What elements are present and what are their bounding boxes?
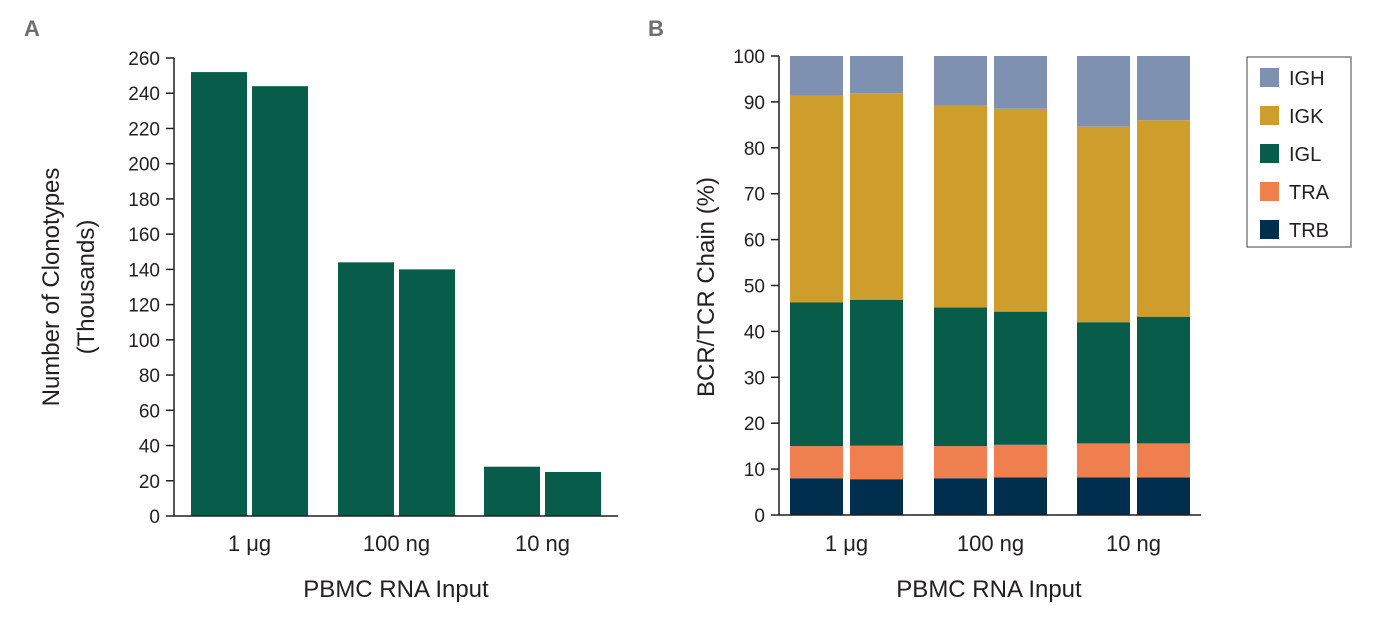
panel-b-y-tick-label: 30	[744, 368, 765, 389]
panel-b-x-title: PBMC RNA Input	[896, 576, 1082, 603]
legend-label-igl: IGL	[1289, 144, 1321, 166]
panel-b-segment-igl	[790, 302, 843, 447]
panel-a-x-tick-label: 100 ng	[363, 531, 430, 556]
panel-b-y-tick-label: 80	[744, 139, 765, 160]
panel-b-letter: B	[648, 16, 664, 41]
legend-swatch-tra	[1260, 182, 1279, 201]
panel-a-bar	[484, 466, 540, 516]
panel-b-segment-igl	[934, 307, 987, 447]
panel-b-segment-igl	[994, 311, 1047, 445]
legend-swatch-trb	[1260, 220, 1279, 239]
panel-b-segment-igh	[1137, 56, 1190, 121]
panel-b-segment-igh	[1077, 56, 1130, 127]
panel-a-x-ticks: 1 μg 100 ng 10 ng	[228, 531, 570, 556]
panel-a-y-ticks: 0 20 40 60 80 100 120 140 160 180 200 220 240 260	[128, 49, 174, 528]
panel-b-segment-igk	[850, 93, 903, 300]
panel-b-x-tick-label: 10 ng	[1106, 531, 1161, 556]
panel-a: A 0 20 40 60 80 100 120 140 160 180 200 220 240 260 1…	[24, 16, 618, 603]
panel-b-y-tick-label: 90	[744, 93, 765, 114]
panel-b-segment-igh	[994, 56, 1047, 109]
panel-b-segment-igk	[1137, 120, 1190, 317]
panel-b-y-tick-label: 100	[733, 47, 765, 68]
panel-b-y-tick-label: 40	[744, 322, 765, 343]
legend-label-igk: IGK	[1289, 106, 1324, 128]
panel-a-y-tick-label: 180	[128, 190, 160, 211]
panel-b-segment-igk	[790, 95, 843, 303]
panel-a-bar	[338, 262, 394, 516]
panel-b-segment-trb	[1137, 477, 1190, 515]
panel-a-y-tick-label: 160	[128, 225, 160, 246]
panel-a-bars	[191, 72, 601, 516]
panel-b-segment-igh	[934, 56, 987, 106]
legend-swatch-igl	[1260, 144, 1279, 163]
panel-b: B 0 10 20 30 40 50 60 70 80 90 100 1 μg 100 ng 10 ng…	[648, 16, 1352, 603]
panel-a-y-tick-label: 20	[139, 472, 160, 493]
panel-b-segment-igh	[850, 56, 903, 94]
panel-b-segment-trb	[1077, 477, 1130, 515]
panel-b-bars	[790, 56, 1190, 515]
panel-b-x-tick-label: 100 ng	[957, 531, 1024, 556]
panel-b-segment-tra	[1137, 443, 1190, 478]
panel-b-y-tick-label: 60	[744, 231, 765, 252]
panel-a-y-title-line1: Number of Clonotypes	[38, 168, 65, 407]
panel-b-segment-trb	[934, 478, 987, 515]
panel-a-y-title-line2: (Thousands)	[73, 220, 100, 355]
panel-a-y-tick-label: 140	[128, 260, 160, 281]
panel-a-y-tick-label: 220	[128, 119, 160, 140]
panel-a-x-title: PBMC RNA Input	[303, 576, 489, 603]
legend: IGH IGK IGL TRA TRB	[1246, 56, 1352, 248]
panel-a-y-tick-label: 200	[128, 155, 160, 176]
panel-a-y-tick-label: 120	[128, 296, 160, 317]
panel-a-y-tick-label: 80	[139, 366, 160, 387]
panel-a-bar	[545, 471, 601, 516]
panel-b-y-tick-label: 70	[744, 185, 765, 206]
legend-items: IGH IGK IGL TRA TRB	[1260, 68, 1330, 242]
panel-b-y-ticks: 0 10 20 30 40 50 60 70 80 90 100	[733, 47, 779, 527]
panel-a-y-tick-label: 40	[139, 437, 160, 458]
panel-b-segment-trb	[994, 477, 1047, 515]
panel-b-y-tick-label: 0	[754, 506, 765, 527]
panel-b-y-title: BCR/TCR Chain (%)	[693, 177, 720, 397]
panel-b-segment-igl	[1137, 316, 1190, 444]
panel-b-segment-tra	[934, 446, 987, 479]
legend-label-tra: TRA	[1289, 182, 1330, 204]
panel-a-bar	[399, 269, 455, 516]
panel-b-segment-igl	[850, 299, 903, 446]
panel-a-bar	[191, 72, 247, 516]
panel-a-x-tick-label: 1 μg	[228, 531, 271, 556]
panel-b-segment-igk	[994, 108, 1047, 312]
legend-swatch-igk	[1260, 106, 1279, 125]
panel-a-y-tick-label: 260	[128, 49, 160, 70]
panel-a-bar	[252, 86, 308, 516]
panel-a-letter: A	[24, 16, 40, 41]
panel-b-segment-igk	[1077, 126, 1130, 323]
legend-label-trb: TRB	[1289, 220, 1329, 242]
panel-b-segment-tra	[1077, 443, 1130, 478]
panel-b-segment-tra	[790, 446, 843, 479]
panel-b-segment-trb	[790, 478, 843, 515]
panel-b-segment-trb	[850, 479, 903, 515]
panel-a-y-tick-label: 0	[149, 507, 160, 528]
legend-swatch-igh	[1260, 68, 1279, 87]
panel-b-segment-igh	[790, 56, 843, 96]
panel-b-segment-igl	[1077, 322, 1130, 444]
panel-b-segment-tra	[850, 445, 903, 480]
panel-a-y-tick-label: 60	[139, 401, 160, 422]
legend-label-igh: IGH	[1289, 68, 1325, 90]
panel-b-y-tick-label: 20	[744, 414, 765, 435]
panel-b-y-tick-label: 10	[744, 460, 765, 481]
panel-a-y-tick-label: 240	[128, 84, 160, 105]
panel-a-x-tick-label: 10 ng	[515, 531, 570, 556]
panel-b-x-tick-label: 1 μg	[825, 531, 868, 556]
panel-b-x-ticks: 1 μg 100 ng 10 ng	[825, 531, 1161, 556]
panel-a-y-title: Number of Clonotypes (Thousands)	[38, 168, 100, 407]
panel-a-y-tick-label: 100	[128, 331, 160, 352]
panel-b-segment-igk	[934, 105, 987, 308]
panel-b-y-tick-label: 50	[744, 277, 765, 298]
panel-b-segment-tra	[994, 444, 1047, 478]
